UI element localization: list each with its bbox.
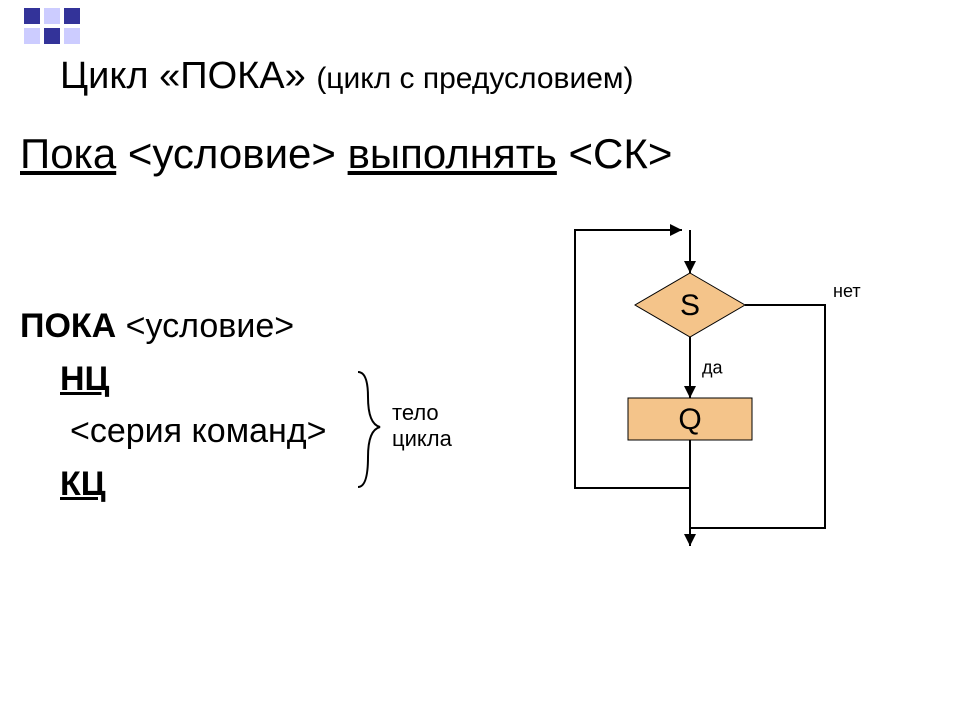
svg-text:нет: нет xyxy=(833,281,861,301)
bullet-square xyxy=(24,28,40,44)
brace-icon xyxy=(350,362,390,502)
bullet-square xyxy=(44,28,60,44)
code-block: ПОКА <условие> НЦ <серия команд> КЦ xyxy=(20,300,326,511)
svg-text:Q: Q xyxy=(678,403,701,436)
code-kw-poka: ПОКА xyxy=(20,307,116,345)
syntax-kw-do: выполнять xyxy=(348,130,557,177)
title-sub: (цикл с предусловием) xyxy=(316,62,633,95)
code-line-1: ПОКА <условие> xyxy=(20,300,326,353)
brace-label: тело цикла xyxy=(392,400,452,453)
bullet-square xyxy=(64,8,80,24)
code-line-3: <серия команд> xyxy=(20,405,326,458)
bullet-square xyxy=(24,8,40,24)
code-arg-condition: <условие> xyxy=(126,307,294,345)
brace-label-line1: тело xyxy=(392,400,439,425)
syntax-kw-poka: Пока xyxy=(20,130,116,177)
code-line-2: НЦ xyxy=(20,353,326,406)
syntax-arg-condition: <условие> xyxy=(128,130,336,177)
title-main: Цикл «ПОКА» xyxy=(60,55,306,97)
syntax-arg-body: <СК> xyxy=(569,130,673,177)
code-kw-begin: НЦ xyxy=(20,353,109,406)
code-kw-end: КЦ xyxy=(20,458,106,511)
code-line-4: КЦ xyxy=(20,458,326,511)
bullet-square xyxy=(44,8,60,24)
page-title: Цикл «ПОКА» (цикл с предусловием) xyxy=(60,55,634,98)
svg-text:S: S xyxy=(680,289,700,322)
code-body: <серия команд> xyxy=(20,405,326,458)
bullet-square xyxy=(64,28,80,44)
svg-text:да: да xyxy=(702,358,724,378)
syntax-line: Пока <условие> выполнять <СК> xyxy=(20,130,672,178)
flowchart: Sда Qнет xyxy=(520,220,920,550)
brace-label-line2: цикла xyxy=(392,426,452,451)
